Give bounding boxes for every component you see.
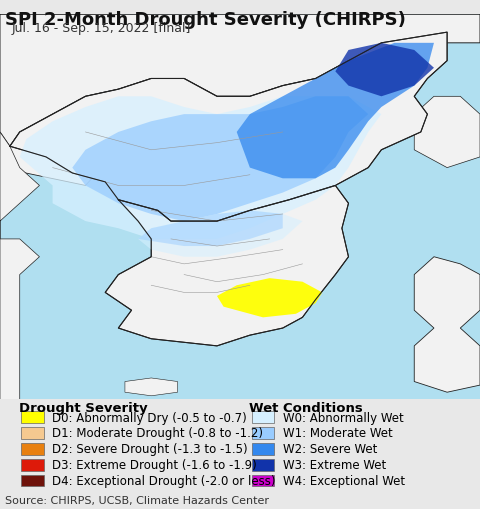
Text: Wet Conditions: Wet Conditions: [250, 401, 363, 414]
Text: W4: Exceptional Wet: W4: Exceptional Wet: [283, 474, 405, 487]
Polygon shape: [336, 44, 434, 97]
Text: W3: Extreme Wet: W3: Extreme Wet: [283, 458, 386, 471]
Polygon shape: [414, 97, 480, 168]
Text: W0: Abnormally Wet: W0: Abnormally Wet: [283, 411, 404, 423]
Polygon shape: [105, 186, 348, 346]
Text: Source: CHIRPS, UCSB, Climate Hazards Center: Source: CHIRPS, UCSB, Climate Hazards Ce…: [5, 495, 269, 505]
FancyBboxPatch shape: [252, 443, 275, 455]
Text: Jul. 16 - Sep. 15, 2022 [final]: Jul. 16 - Sep. 15, 2022 [final]: [12, 22, 192, 35]
FancyBboxPatch shape: [252, 411, 275, 423]
Polygon shape: [138, 211, 302, 257]
Text: D4: Exceptional Drought (-2.0 or less): D4: Exceptional Drought (-2.0 or less): [52, 474, 276, 487]
Text: W2: Severe Wet: W2: Severe Wet: [283, 442, 377, 456]
Text: D2: Severe Drought (-1.3 to -1.5): D2: Severe Drought (-1.3 to -1.5): [52, 442, 248, 456]
Polygon shape: [10, 33, 447, 221]
FancyBboxPatch shape: [21, 428, 44, 439]
Text: W1: Moderate Wet: W1: Moderate Wet: [283, 427, 393, 440]
Polygon shape: [72, 97, 368, 221]
FancyBboxPatch shape: [252, 459, 275, 471]
FancyBboxPatch shape: [21, 443, 44, 455]
FancyBboxPatch shape: [21, 475, 44, 487]
FancyBboxPatch shape: [21, 459, 44, 471]
Polygon shape: [237, 44, 434, 179]
Polygon shape: [0, 133, 39, 400]
Text: D3: Extreme Drought (-1.6 to -1.9): D3: Extreme Drought (-1.6 to -1.9): [52, 458, 257, 471]
FancyBboxPatch shape: [252, 475, 275, 487]
Text: D1: Moderate Drought (-0.8 to -1.2): D1: Moderate Drought (-0.8 to -1.2): [52, 427, 264, 440]
Text: SPI 2-Month Drought Severity (CHIRPS): SPI 2-Month Drought Severity (CHIRPS): [5, 11, 406, 29]
Polygon shape: [125, 378, 178, 396]
FancyBboxPatch shape: [252, 428, 275, 439]
Polygon shape: [20, 97, 382, 239]
Polygon shape: [138, 211, 283, 246]
Polygon shape: [217, 278, 322, 318]
Text: Drought Severity: Drought Severity: [19, 401, 147, 414]
Polygon shape: [0, 239, 39, 400]
Text: D0: Abnormally Dry (-0.5 to -0.7): D0: Abnormally Dry (-0.5 to -0.7): [52, 411, 247, 423]
Polygon shape: [414, 257, 480, 392]
Polygon shape: [0, 15, 382, 186]
Polygon shape: [0, 15, 480, 147]
FancyBboxPatch shape: [21, 411, 44, 423]
